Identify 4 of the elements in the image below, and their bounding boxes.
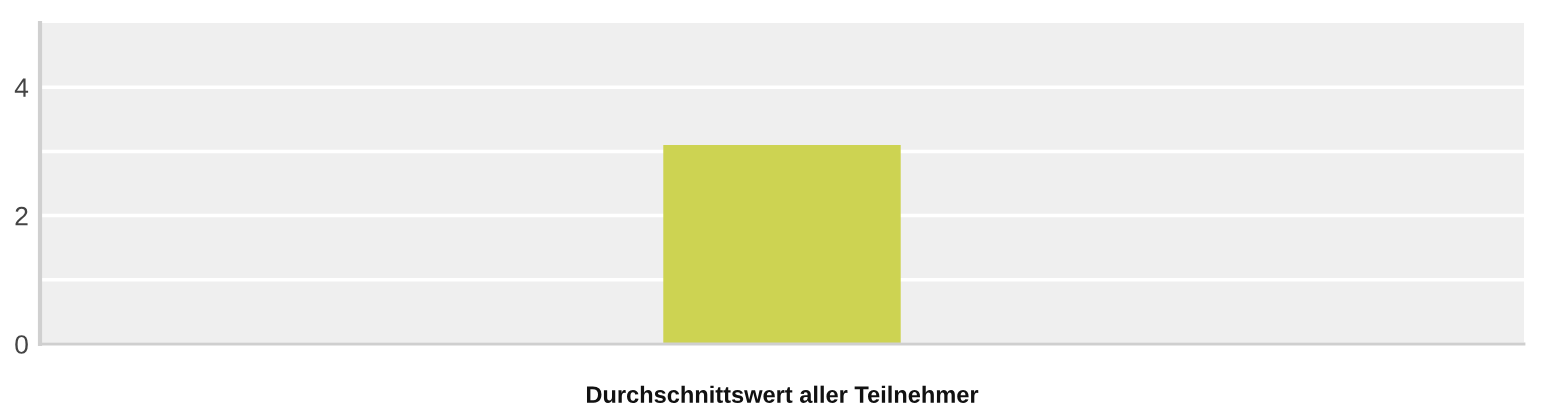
y-tick-label: 4: [14, 78, 29, 97]
y-tick-label: 2: [15, 206, 28, 226]
y-tick-label: 0: [15, 335, 28, 354]
x-tick-label: Durchschnittswert aller Teilnehmer: [586, 385, 979, 404]
